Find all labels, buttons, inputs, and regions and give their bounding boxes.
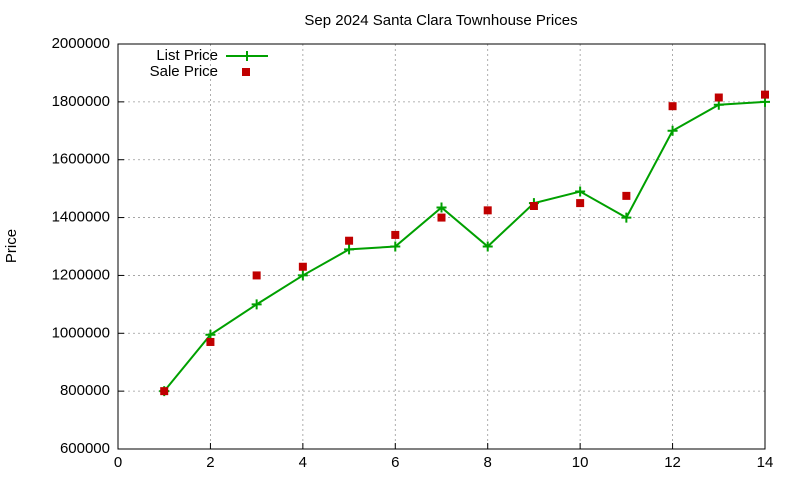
point: [437, 213, 446, 222]
point: [252, 271, 261, 280]
point: [529, 202, 538, 210]
y-tick-label: 1800000: [52, 93, 110, 110]
point: [160, 387, 169, 396]
point: [344, 244, 355, 255]
point: [761, 90, 769, 99]
y-tick-label: 1600000: [52, 151, 110, 168]
point: [668, 102, 677, 111]
point: [390, 241, 401, 252]
point: [576, 199, 585, 208]
series-line: [163, 100, 766, 392]
x-tick-label: 6: [391, 454, 399, 471]
y-tick-label: 1400000: [52, 209, 110, 226]
x-tick-label: 10: [572, 454, 589, 471]
point: [622, 191, 631, 200]
x-tick-label: 12: [664, 454, 681, 471]
y-tick-label: 600000: [60, 440, 110, 457]
x-tick-label: 4: [299, 454, 307, 471]
point: [667, 125, 678, 136]
point: [391, 230, 400, 239]
y-tick-label: 1000000: [52, 324, 110, 341]
point: [251, 299, 262, 310]
point: [298, 262, 307, 271]
point: [436, 202, 447, 213]
legend-marker: [242, 51, 252, 61]
x-tick-label: 0: [114, 454, 122, 471]
point: [482, 241, 493, 252]
point: [575, 186, 586, 197]
point: [345, 236, 354, 245]
point: [206, 337, 215, 346]
legend-label: Sale Price: [150, 63, 218, 80]
x-tick-label: 2: [206, 454, 214, 471]
point: [483, 206, 492, 215]
legend-marker: [242, 68, 250, 76]
point: [297, 270, 308, 281]
x-tick-label: 8: [484, 454, 492, 471]
legend-label: List Price: [156, 47, 218, 64]
x-tick-label: 14: [757, 454, 774, 471]
chart-title: Sep 2024 Santa Clara Townhouse Prices: [304, 12, 577, 29]
point: [621, 212, 632, 223]
y-tick-label: 800000: [60, 382, 110, 399]
y-tick-label: 2000000: [52, 35, 110, 52]
y-tick-label: 1200000: [52, 266, 110, 283]
plot-frame: [117, 43, 766, 450]
point: [714, 93, 723, 102]
y-axis-label: Price: [3, 229, 20, 263]
